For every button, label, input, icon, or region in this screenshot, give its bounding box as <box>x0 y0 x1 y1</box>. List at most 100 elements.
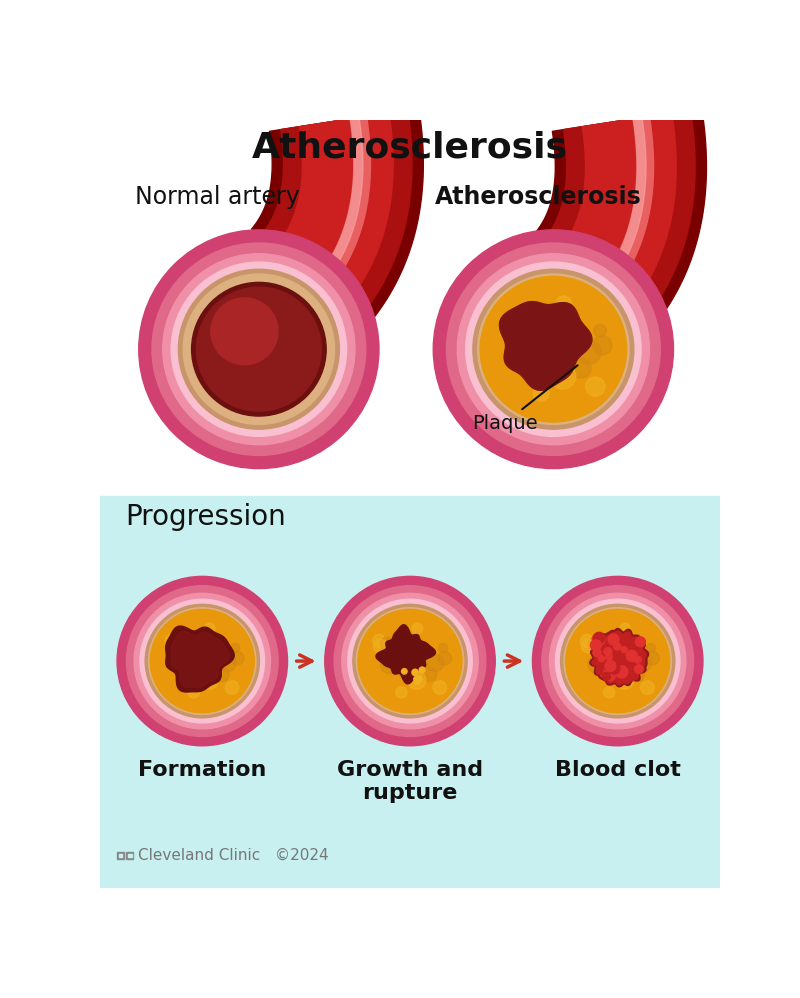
Bar <box>100 862 720 865</box>
Circle shape <box>415 676 422 683</box>
Bar <box>100 699 720 702</box>
Bar <box>100 701 720 705</box>
Circle shape <box>625 659 635 669</box>
Bar <box>100 622 720 625</box>
Bar <box>100 658 720 661</box>
Circle shape <box>561 605 675 718</box>
Bar <box>100 540 720 543</box>
Bar <box>100 612 720 615</box>
Circle shape <box>374 639 387 653</box>
Bar <box>100 542 720 546</box>
Circle shape <box>593 649 601 657</box>
Circle shape <box>407 671 426 690</box>
Bar <box>100 507 720 510</box>
Bar <box>100 805 720 809</box>
Circle shape <box>603 687 614 698</box>
Circle shape <box>226 681 239 695</box>
Circle shape <box>597 669 603 675</box>
Circle shape <box>556 295 571 310</box>
Bar <box>100 601 720 605</box>
Circle shape <box>150 610 254 713</box>
Bar <box>100 519 720 523</box>
Circle shape <box>414 680 420 685</box>
Circle shape <box>550 363 576 389</box>
Bar <box>100 795 720 798</box>
Bar <box>100 581 720 584</box>
Bar <box>100 545 720 548</box>
Bar <box>100 757 720 760</box>
Circle shape <box>605 671 615 681</box>
Circle shape <box>606 653 614 662</box>
Bar <box>100 798 720 801</box>
Bar <box>118 853 122 857</box>
Bar <box>100 839 720 842</box>
Circle shape <box>356 608 464 715</box>
Bar <box>100 792 720 796</box>
Bar <box>100 496 720 888</box>
Circle shape <box>593 654 609 669</box>
Bar <box>100 576 720 579</box>
Circle shape <box>166 639 179 653</box>
Bar <box>100 560 720 564</box>
Bar <box>100 504 720 507</box>
Text: Normal artery: Normal artery <box>135 185 300 209</box>
Bar <box>100 509 720 512</box>
Circle shape <box>414 653 426 666</box>
Bar <box>100 724 720 728</box>
Bar <box>100 524 720 528</box>
Bar <box>100 727 720 730</box>
Circle shape <box>417 659 427 669</box>
Bar <box>100 869 720 873</box>
Bar <box>100 686 720 689</box>
Polygon shape <box>171 632 230 688</box>
Circle shape <box>152 243 366 455</box>
Text: Progression: Progression <box>125 503 286 531</box>
Bar <box>100 735 720 738</box>
Circle shape <box>386 654 401 669</box>
Bar <box>100 818 720 821</box>
Bar <box>100 573 720 576</box>
Circle shape <box>192 282 326 416</box>
Polygon shape <box>376 625 435 684</box>
Circle shape <box>117 577 287 746</box>
Circle shape <box>478 274 629 424</box>
Circle shape <box>606 665 622 680</box>
Bar <box>100 821 720 824</box>
Circle shape <box>434 230 674 469</box>
Bar <box>100 849 720 852</box>
Bar <box>100 650 720 653</box>
Circle shape <box>618 673 629 683</box>
Bar <box>100 749 720 752</box>
Bar <box>100 558 720 561</box>
Circle shape <box>605 661 616 672</box>
Circle shape <box>502 318 522 337</box>
Circle shape <box>512 315 530 333</box>
Circle shape <box>206 653 218 666</box>
Circle shape <box>621 653 634 666</box>
Circle shape <box>214 668 229 682</box>
Circle shape <box>620 623 630 634</box>
Bar <box>100 729 720 733</box>
Circle shape <box>380 656 398 674</box>
Circle shape <box>609 639 621 652</box>
Bar <box>100 681 720 684</box>
Bar <box>100 120 720 505</box>
Bar <box>100 785 720 788</box>
Bar <box>100 823 720 827</box>
Polygon shape <box>590 629 649 687</box>
Bar <box>100 586 720 589</box>
Bar <box>100 668 720 671</box>
Circle shape <box>594 324 606 336</box>
Bar <box>100 655 720 658</box>
Bar <box>100 722 720 725</box>
Circle shape <box>219 655 236 672</box>
Circle shape <box>615 666 628 678</box>
Bar <box>100 706 720 710</box>
Circle shape <box>566 610 670 713</box>
Text: Atherosclerosis: Atherosclerosis <box>252 131 568 165</box>
Polygon shape <box>274 113 393 306</box>
Bar <box>100 851 720 855</box>
Bar <box>100 514 720 518</box>
Bar <box>100 599 720 602</box>
Circle shape <box>600 670 606 677</box>
